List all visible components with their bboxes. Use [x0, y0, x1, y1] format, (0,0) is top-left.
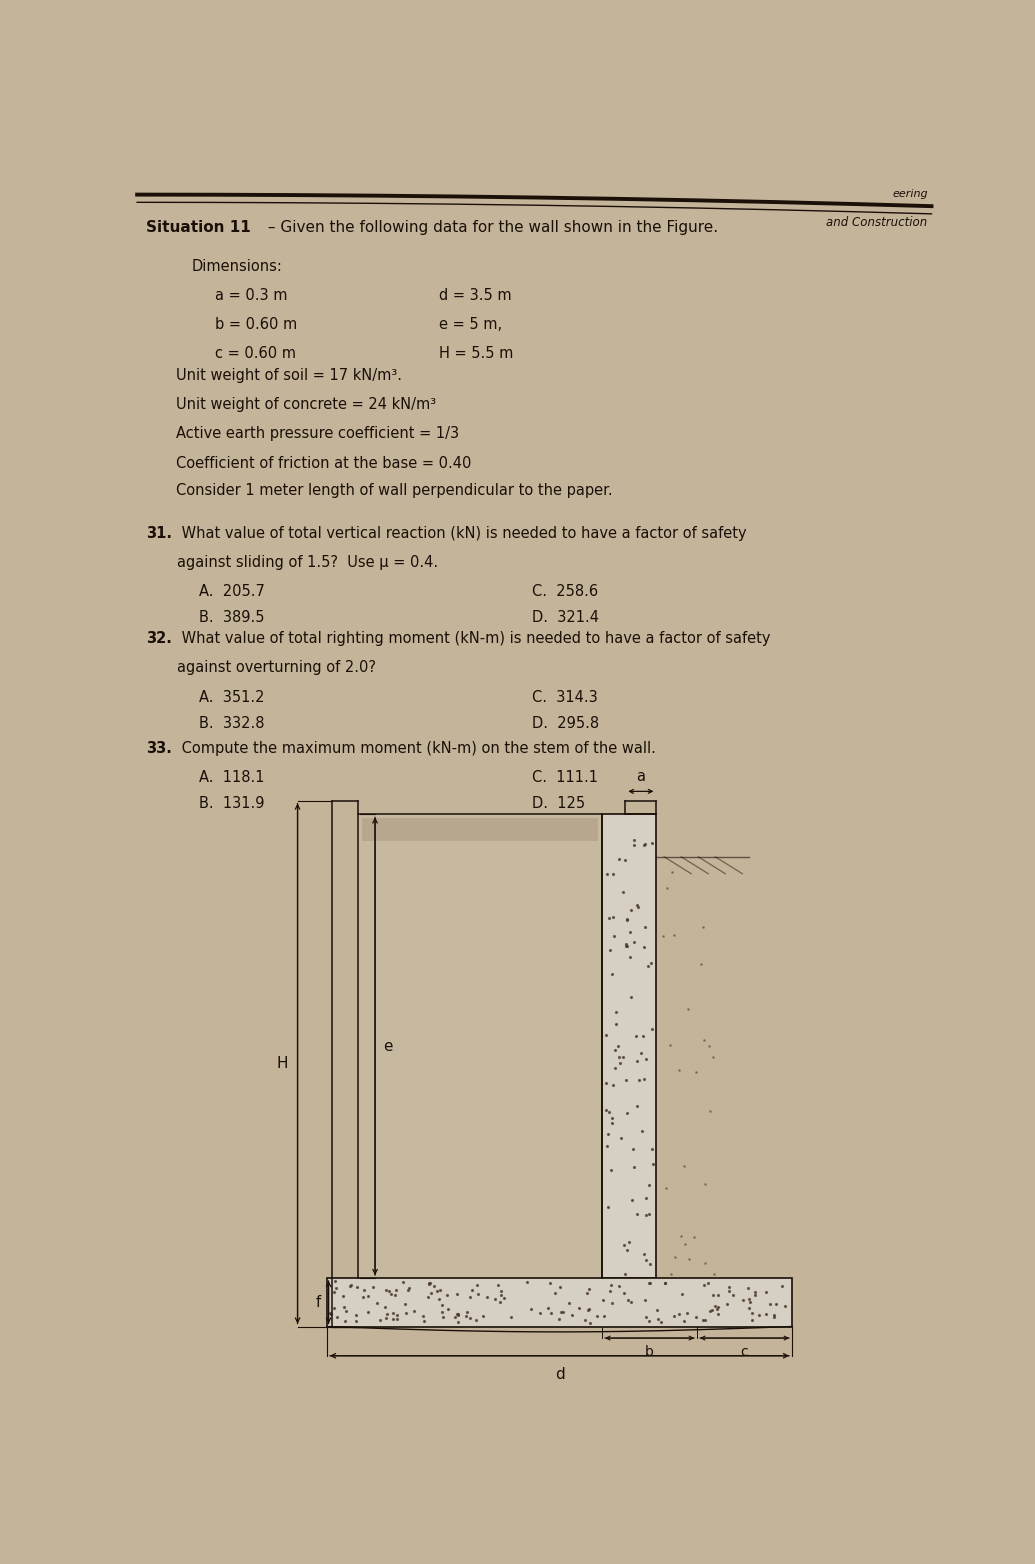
- Text: D.  295.8: D. 295.8: [532, 716, 599, 730]
- Bar: [358, 815, 602, 1278]
- Text: D.  125: D. 125: [532, 796, 586, 812]
- Text: 31.: 31.: [146, 526, 173, 541]
- Text: A.  205.7: A. 205.7: [199, 585, 265, 599]
- Text: C.  314.3: C. 314.3: [532, 690, 598, 705]
- Text: 33.: 33.: [146, 740, 172, 755]
- Text: H: H: [276, 1056, 289, 1071]
- Text: H = 5.5 m: H = 5.5 m: [440, 346, 513, 361]
- Text: Consider 1 meter length of wall perpendicular to the paper.: Consider 1 meter length of wall perpendi…: [176, 483, 613, 499]
- Text: b: b: [645, 1345, 654, 1359]
- Bar: [327, 1278, 792, 1326]
- Text: C.  258.6: C. 258.6: [532, 585, 598, 599]
- Text: 32.: 32.: [146, 632, 172, 646]
- Text: D.  321.4: D. 321.4: [532, 610, 599, 626]
- Text: Compute the maximum moment (kN-m) on the stem of the wall.: Compute the maximum moment (kN-m) on the…: [177, 740, 656, 755]
- Text: – Given the following data for the wall shown in the Figure.: – Given the following data for the wall …: [263, 221, 718, 235]
- Text: a: a: [637, 768, 646, 784]
- Text: B.  332.8: B. 332.8: [199, 716, 265, 730]
- Text: c: c: [741, 1345, 748, 1359]
- Text: against sliding of 1.5?  Use μ = 0.4.: against sliding of 1.5? Use μ = 0.4.: [177, 555, 439, 569]
- Text: against overturning of 2.0?: against overturning of 2.0?: [177, 660, 377, 676]
- Text: Dimensions:: Dimensions:: [191, 258, 283, 274]
- Text: Unit weight of concrete = 24 kN/m³: Unit weight of concrete = 24 kN/m³: [176, 397, 436, 413]
- Text: C.  111.1: C. 111.1: [532, 769, 598, 785]
- Text: c = 0.60 m: c = 0.60 m: [214, 346, 296, 361]
- Text: Unit weight of soil = 17 kN/m³.: Unit weight of soil = 17 kN/m³.: [176, 368, 402, 383]
- Bar: [362, 818, 598, 841]
- Text: Coefficient of friction at the base = 0.40: Coefficient of friction at the base = 0.…: [176, 455, 471, 471]
- Text: f: f: [316, 1295, 321, 1309]
- Text: What value of total vertical reaction (kN) is needed to have a factor of safety: What value of total vertical reaction (k…: [177, 526, 747, 541]
- Text: B.  131.9: B. 131.9: [199, 796, 265, 812]
- Text: A.  118.1: A. 118.1: [199, 769, 265, 785]
- Text: B.  389.5: B. 389.5: [199, 610, 265, 626]
- Text: What value of total righting moment (kN-m) is needed to have a factor of safety: What value of total righting moment (kN-…: [177, 632, 771, 646]
- Text: b = 0.60 m: b = 0.60 m: [214, 317, 297, 332]
- Text: Situation 11: Situation 11: [146, 221, 252, 235]
- Bar: [602, 815, 656, 1278]
- Text: e = 5 m,: e = 5 m,: [440, 317, 503, 332]
- Text: A.  351.2: A. 351.2: [199, 690, 265, 705]
- Text: d = 3.5 m: d = 3.5 m: [440, 288, 512, 303]
- Text: e: e: [383, 1038, 392, 1054]
- Text: and Construction: and Construction: [826, 216, 927, 230]
- Text: a = 0.3 m: a = 0.3 m: [214, 288, 287, 303]
- Text: eering: eering: [892, 189, 927, 199]
- Text: d: d: [555, 1367, 564, 1381]
- Text: Active earth pressure coefficient = 1/3: Active earth pressure coefficient = 1/3: [176, 427, 459, 441]
